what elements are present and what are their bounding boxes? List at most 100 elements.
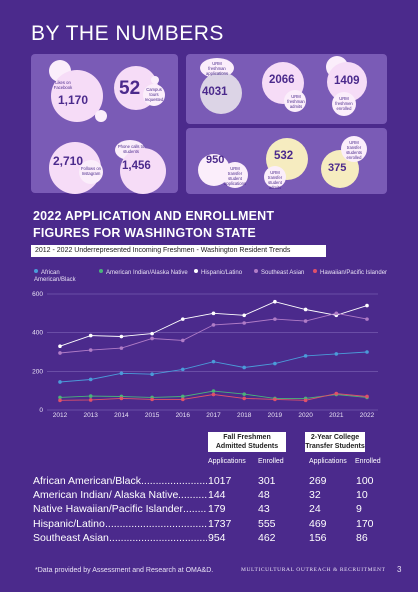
stat-label-urm-transfer-enrolled: URM transfer students enrolled [346, 140, 362, 160]
dot-leader: ........................................… [183, 503, 207, 515]
series-line [59, 351, 368, 383]
table-row: African American/Black..................… [33, 475, 378, 487]
x-tick-label: 2019 [268, 412, 283, 419]
data-point [211, 323, 216, 327]
data-point [119, 371, 124, 376]
legend-dot [254, 269, 258, 273]
legend-item-hispanic: Hispanic/Latino [194, 269, 242, 277]
data-point [211, 359, 216, 364]
stat-value-urm-freshmen-admits: 2066 [269, 74, 295, 86]
x-tick-label: 2014 [114, 412, 129, 419]
legend-dot [194, 269, 198, 273]
col-label-transfer-enrolled: Enrolled [355, 458, 381, 465]
data-point [334, 352, 339, 356]
table-cell-fr-enr: 301 [258, 475, 276, 487]
stat-value-urm-transfer-applications: 950 [206, 154, 225, 166]
stat-value-urm-transfer-enrolled: 375 [328, 162, 347, 174]
table-cell-fr-enr: 555 [258, 518, 276, 530]
stat-value-urm-transfer-admits: 532 [274, 150, 294, 162]
x-tick-label: 2013 [83, 412, 98, 419]
legend-item-southeast-asian: Southeast Asian [254, 269, 304, 277]
section-title-line2: FIGURES FOR WASHINGTON STATE [33, 226, 256, 240]
data-point [58, 344, 62, 349]
section-title-line1: 2022 APPLICATION AND ENROLLMENT [33, 209, 275, 223]
x-tick-label: 2020 [298, 412, 313, 419]
table-cell-fr-app: 179 [208, 503, 226, 515]
data-point [365, 350, 369, 354]
decor-bubble [222, 162, 248, 188]
decor-bubble [264, 166, 286, 188]
table-row: Native Hawaiian/Pacific Islander........… [33, 503, 378, 515]
transfer-table-header: 2-Year College Transfer Students [305, 432, 365, 452]
decor-bubble [284, 90, 306, 112]
stat-value-phone-calls: 1,456 [122, 160, 151, 172]
data-point [119, 396, 124, 401]
stat-value-urm-freshmen-applications: 4031 [202, 86, 228, 98]
data-point [242, 313, 246, 318]
data-point [365, 303, 369, 308]
data-point [242, 396, 246, 401]
data-point [88, 333, 93, 338]
data-point [242, 321, 246, 325]
legend-dot [99, 269, 103, 273]
table-cell-fr-enr: 48 [258, 489, 270, 501]
stat-label-urm-freshmen-admits: URM freshman admits [287, 94, 305, 109]
page-number: 3 [397, 565, 402, 574]
table-cell-fr-app: 144 [208, 489, 226, 501]
x-tick-label: 2015 [145, 412, 160, 419]
dot-leader: ........................................… [178, 489, 207, 501]
stat-value-instagram: 2,710 [53, 154, 84, 168]
data-point [181, 394, 185, 399]
data-point [150, 336, 154, 341]
stat-value-urm-freshmen-enrolled: 1409 [334, 75, 360, 87]
table-row: Southeast Asian.........................… [33, 532, 378, 544]
legend-label: African American/Black [34, 270, 76, 283]
data-point [334, 391, 339, 396]
row-label: Southeast Asian [33, 532, 109, 544]
table-cell-tr-enr: 10 [356, 489, 368, 501]
data-point [58, 395, 62, 400]
data-point [211, 389, 216, 393]
data-point [303, 398, 308, 403]
x-tick-label: 2017 [206, 412, 221, 419]
stat-label-urm-transfer-admits: URM transfer student admits [267, 170, 283, 190]
x-tick-label: 2018 [237, 412, 252, 419]
x-tick-label: 2021 [329, 412, 344, 419]
data-point [211, 311, 216, 316]
freshmen-table-header: Fall Freshmen Admitted Students [208, 432, 286, 452]
section-title: 2022 APPLICATION AND ENROLLMENT FIGURES … [33, 208, 274, 242]
data-point [303, 307, 308, 312]
stat-label-campus-tours: Campus tours requested [144, 87, 164, 102]
decor-bubble [95, 110, 107, 122]
dot-leader: ........................................… [141, 475, 207, 487]
stat-label-facebook: Likes on Facebook [53, 80, 73, 90]
row-label: Hispanic/Latino [33, 518, 105, 530]
x-tick-label: 2016 [176, 412, 191, 419]
legend-item-african-american: African American/Black [34, 269, 96, 284]
stat-label-instagram: Follows on Instagram [80, 166, 101, 176]
table-cell-fr-app: 1737 [208, 518, 232, 530]
data-point [119, 346, 124, 350]
data-point [181, 367, 185, 372]
data-point [334, 311, 339, 316]
data-point [150, 397, 154, 402]
legend-dot [313, 269, 317, 273]
series-line [59, 312, 368, 354]
table-cell-tr-app: 469 [309, 518, 327, 530]
table-cell-tr-enr: 170 [356, 518, 374, 530]
urm-freshmen-panel: URM freshman applications 4031 2066 URM … [186, 54, 387, 124]
data-point [88, 398, 93, 402]
data-point [119, 334, 124, 339]
legend-dot [34, 269, 38, 273]
row-label: American Indian/ Alaska Native [33, 489, 179, 501]
stat-bubble-phone-calls [120, 148, 166, 194]
footer-department: MULTICULTURAL OUTREACH & RECRUITMENT [241, 567, 386, 573]
data-point [365, 317, 369, 321]
stat-label-urm-freshmen-enrolled: URM freshmen enrolled [335, 96, 353, 111]
data-point [273, 361, 277, 366]
row-label: African American/Black [33, 475, 141, 487]
legend-item-american-indian: American Indian/Alaska Native [99, 269, 188, 277]
urm-transfer-panel: 950 URM transfer student applications 53… [186, 128, 387, 194]
y-tick-label: 400 [32, 330, 43, 337]
data-point [273, 397, 277, 402]
